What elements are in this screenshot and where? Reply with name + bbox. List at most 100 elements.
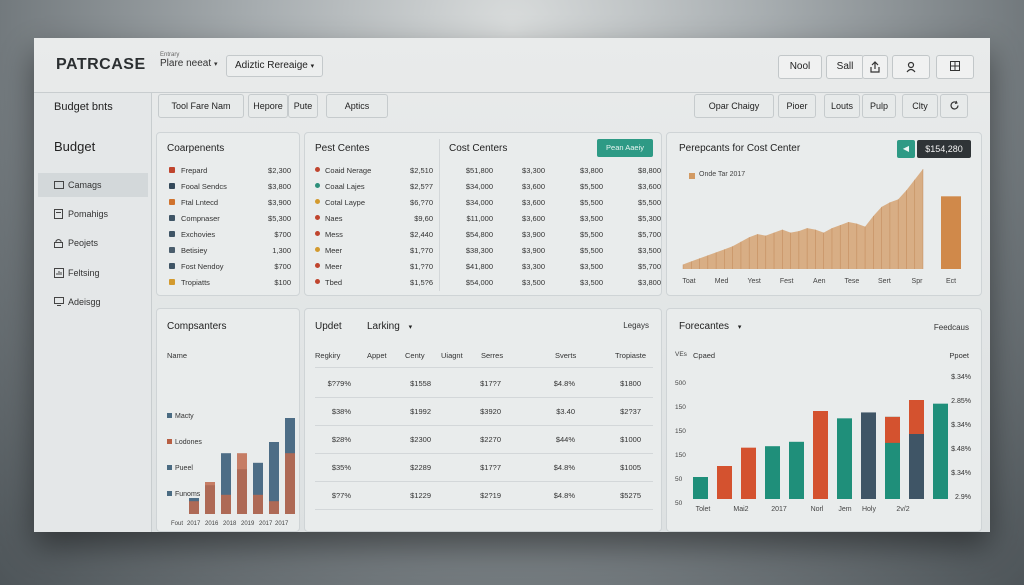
components-row-value: $3,900 bbox=[268, 198, 291, 207]
cost-item-value: $2,5?7 bbox=[410, 182, 433, 191]
toolbar-button-pulp[interactable]: Pulp bbox=[862, 94, 896, 118]
cost-item-label: Naes bbox=[325, 214, 343, 223]
update-table-cell: $1992 bbox=[410, 407, 431, 416]
forecast-area bbox=[683, 169, 923, 269]
components-row-label: Betisiey bbox=[181, 246, 208, 255]
forecasts-bar-chart: 500 150 150 150 50 50 $.34% 2.85% $.34% $.48% $.34… bbox=[675, 374, 971, 513]
forecasts-x-tick-label: Tolet bbox=[696, 506, 711, 513]
sidebar-item-adeisgg[interactable]: Adeisgg bbox=[38, 290, 148, 314]
toolbar-button-tool-fare-nam[interactable]: Tool Fare Nam bbox=[158, 94, 244, 118]
components-row-label: Ftal Lntecd bbox=[181, 198, 219, 207]
legend-label: Macty bbox=[175, 413, 194, 420]
compsanters-x-tick-label: 2018 bbox=[223, 521, 237, 527]
components-panel: Coarpenents Frepard $2,300 Fooal Sendcs $3,… bbox=[156, 132, 300, 296]
forecasts-y-tick-label: 150 bbox=[675, 452, 686, 459]
components-row-label: Fooal Sendcs bbox=[181, 182, 227, 191]
chevron-down-icon: ▾ bbox=[737, 324, 742, 331]
sidebar-item-camags[interactable]: Camags bbox=[38, 173, 148, 197]
toolbar-button-opar-chaigy[interactable]: Opar Chaigy bbox=[694, 94, 774, 118]
header-button-nool[interactable]: Nool bbox=[778, 55, 822, 79]
toolbar-button-clty[interactable]: Clty bbox=[902, 94, 938, 118]
cost-center-cell: $3,500 bbox=[522, 278, 545, 287]
toolbar-button-aptics[interactable]: Aptics bbox=[326, 94, 388, 118]
table-row-divider bbox=[315, 425, 653, 426]
compsanters-x-tick-label: 2017 bbox=[275, 521, 289, 527]
update-table-cell: $35% bbox=[331, 463, 351, 472]
forecasts-bar bbox=[861, 412, 876, 499]
forecast-x-tick-label: Aen bbox=[813, 278, 826, 285]
cost-center-cell: $5,300 bbox=[638, 214, 661, 223]
components-row-label: Exchovies bbox=[181, 230, 216, 239]
cost-center-cell: $3,500 bbox=[580, 262, 603, 271]
cost-center-cell: $3,900 bbox=[522, 246, 545, 255]
forecasts-y-tick-label: 50 bbox=[675, 476, 683, 483]
lock-icon bbox=[54, 239, 63, 248]
update-column-header: Uiagnt bbox=[441, 351, 463, 360]
compsanters-bar bbox=[221, 494, 231, 514]
compsanters-bar-chart: Macty Lodones Pueel Funoms Fout 2017 2016 2018 2… bbox=[167, 413, 295, 527]
update-table-cell: $?7% bbox=[331, 491, 351, 500]
cost-item-label: Coaid Nerage bbox=[325, 166, 372, 175]
update-table-cell: $1229 bbox=[410, 491, 431, 500]
cost-item-label: Coaal Lajes bbox=[325, 182, 365, 191]
forecast-toggle-button[interactable]: ◀ bbox=[897, 140, 915, 158]
sidebar-item-pomahigs[interactable]: Pomahigs bbox=[38, 202, 148, 226]
cost-center-cell: $5,700 bbox=[638, 262, 661, 271]
update-column-header: Regkiry bbox=[315, 351, 341, 360]
compsanters-bar bbox=[253, 462, 263, 514]
cost-item-label: Meer bbox=[325, 262, 343, 271]
dashboard-window: PATRCASE Entrary Plare neeat ▾ Adiztic R… bbox=[34, 38, 990, 532]
cost-center-cell: $3,500 bbox=[638, 246, 661, 255]
cost-center-cell: $3,300 bbox=[522, 166, 545, 175]
user-button[interactable] bbox=[892, 55, 930, 79]
cost-center-cell: $3,300 bbox=[522, 262, 545, 271]
cost-item-label: Tbed bbox=[325, 278, 343, 287]
workspace-select[interactable]: Entrary Plare neeat ▾ bbox=[160, 52, 217, 69]
refresh-button[interactable] bbox=[940, 94, 968, 118]
header-button-sall[interactable]: Sall bbox=[826, 55, 864, 79]
update-selector[interactable]: Larking ▾ bbox=[367, 321, 412, 332]
update-table-cell: $3.40 bbox=[556, 407, 575, 416]
report-select[interactable]: Adiztic Rereaige ▾ bbox=[226, 55, 324, 77]
toolbar-button-pute[interactable]: Pute bbox=[288, 94, 318, 118]
chart-icon bbox=[54, 268, 64, 278]
forecasts-bar bbox=[837, 418, 852, 499]
compsanters-bar bbox=[253, 494, 263, 514]
update-table-cell: $1558 bbox=[410, 379, 431, 388]
update-table-cell: $4.8% bbox=[553, 491, 575, 500]
forecasts-x-tick-label: Jem bbox=[838, 506, 851, 513]
update-table-cell: $2270 bbox=[480, 435, 501, 444]
toolbar-button-hepore[interactable]: Hepore bbox=[248, 94, 288, 118]
chevron-down-icon: ▾ bbox=[213, 61, 218, 68]
forecasts-bar bbox=[789, 441, 804, 499]
forecasts-sub-left2: VEs bbox=[675, 351, 687, 358]
forecasts-bar-segment bbox=[909, 400, 924, 434]
forecasts-y-tick-label: 150 bbox=[675, 404, 686, 411]
cost-center-cell: $5,500 bbox=[638, 198, 661, 207]
components-row-value: $5,300 bbox=[268, 214, 291, 223]
cost-center-cell: $54,000 bbox=[465, 278, 493, 287]
cost-items-title: Pest Centes bbox=[315, 143, 370, 154]
panel-divider bbox=[439, 139, 440, 291]
cost-centers-action-button[interactable]: Pean Aaeiy bbox=[597, 139, 653, 157]
sidebar-item-peojets[interactable]: Peojets bbox=[38, 231, 148, 255]
folder-icon bbox=[54, 181, 64, 189]
toolbar-button-louts[interactable]: Louts bbox=[824, 94, 860, 118]
user-icon bbox=[906, 61, 916, 73]
table-row-divider bbox=[315, 509, 653, 510]
arrow-left-icon: ◀ bbox=[902, 144, 910, 153]
forecasts-right-value: $.34% bbox=[951, 422, 971, 429]
compsanters-x-tick-label: 2016 bbox=[205, 521, 219, 527]
toolbar-button-pioer[interactable]: Pioer bbox=[778, 94, 816, 118]
grid-button[interactable] bbox=[936, 55, 974, 79]
report-select-label: Adiztic Rereaige bbox=[235, 60, 308, 71]
cost-center-cell: $11,000 bbox=[466, 214, 493, 223]
table-divider bbox=[315, 367, 653, 368]
forecasts-selector[interactable]: Forecantes ▾ bbox=[679, 321, 741, 332]
cost-center-cell: $3,500 bbox=[580, 278, 603, 287]
forecast-x-tick-label: Spr bbox=[912, 278, 924, 285]
sidebar-item-feltsing[interactable]: Feltsing bbox=[38, 261, 148, 285]
compsanters-bar bbox=[189, 501, 199, 514]
cost-center-cell: $51,800 bbox=[465, 166, 493, 175]
share-button[interactable] bbox=[862, 55, 888, 79]
